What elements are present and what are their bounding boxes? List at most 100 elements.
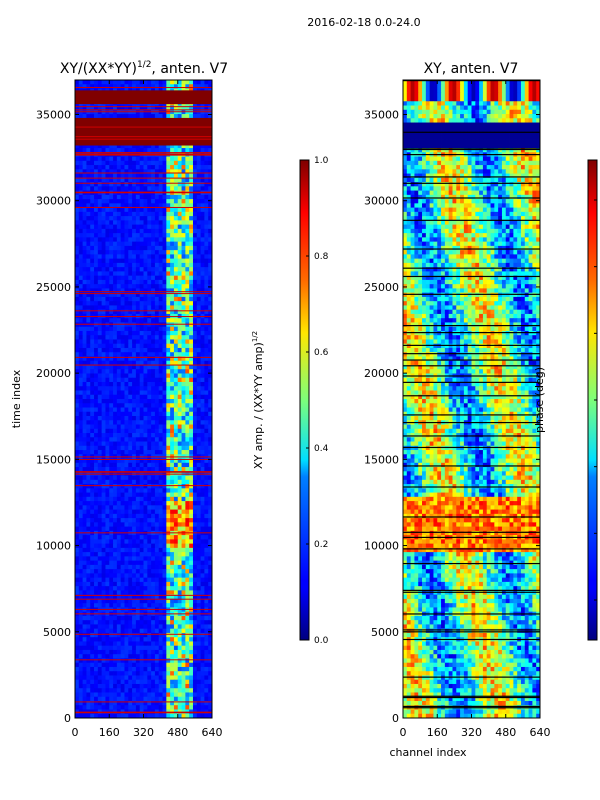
- heatmap-cell: [151, 279, 156, 285]
- heatmap-cell: [109, 182, 114, 187]
- heatmap-cell: [154, 569, 160, 574]
- heatmap-cell: [196, 526, 201, 532]
- heatmap-cell: [132, 624, 137, 630]
- heatmap-cell: [113, 296, 118, 302]
- heatmap-cell: [208, 199, 213, 204]
- heatmap-cell: [86, 322, 91, 328]
- heatmap-cell: [185, 322, 190, 328]
- heatmap-cell: [200, 203, 205, 208]
- heatmap-cell: [170, 662, 175, 668]
- heatmap-cell: [170, 296, 175, 302]
- heatmap-cell: [101, 356, 106, 362]
- heatmap-cell: [162, 381, 167, 387]
- heatmap-cell: [170, 615, 175, 621]
- heatmap-cell: [166, 543, 171, 549]
- heatmap-cell: [135, 296, 141, 302]
- heatmap-cell: [86, 624, 91, 630]
- heatmap-cell: [200, 539, 205, 545]
- heatmap-cell: [101, 467, 106, 472]
- heatmap-cell: [109, 666, 114, 672]
- heatmap-cell: [128, 220, 133, 226]
- heatmap-cell: [147, 552, 152, 557]
- heatmap-cell: [101, 399, 106, 404]
- heatmap-cell: [200, 233, 205, 238]
- heatmap-cell: [166, 505, 171, 510]
- heatmap-cell: [208, 598, 213, 604]
- heatmap-cell: [204, 182, 209, 187]
- heatmap-cell: [94, 356, 99, 362]
- heatmap-cell: [139, 177, 144, 183]
- heatmap-cell: [173, 262, 179, 268]
- heatmap-cell: [208, 182, 213, 187]
- heatmap-cell: [97, 658, 103, 664]
- heatmap-cell: [173, 628, 179, 634]
- heatmap-cell: [135, 262, 141, 268]
- heatmap-cell: [124, 292, 129, 298]
- heatmap-cell: [208, 428, 213, 434]
- heatmap-cell: [192, 475, 198, 481]
- heatmap-cell: [151, 628, 156, 634]
- heatmap-cell: [154, 330, 160, 336]
- heatmap-cell: [97, 603, 103, 608]
- heatmap-cell: [192, 654, 198, 659]
- heatmap-cell: [147, 645, 152, 651]
- heatmap-cell: [132, 428, 137, 434]
- heatmap-cell: [170, 143, 175, 149]
- heatmap-cell: [78, 165, 84, 170]
- heatmap-cell: [116, 564, 122, 570]
- heatmap-cell: [90, 462, 95, 468]
- heatmap-cell: [78, 390, 84, 396]
- heatmap-cell: [105, 369, 110, 374]
- heatmap-cell: [82, 501, 87, 506]
- heatmap-cell: [94, 250, 99, 255]
- heatmap-cell: [204, 573, 209, 579]
- heatmap-cell: [139, 156, 144, 162]
- heatmap-cell: [139, 343, 144, 349]
- heatmap-cell: [94, 649, 99, 655]
- heatmap-cell: [181, 173, 186, 179]
- heatmap-cell: [147, 649, 152, 655]
- heatmap-cell: [105, 543, 110, 549]
- heatmap-cell: [151, 352, 156, 357]
- heatmap-cell: [143, 318, 148, 323]
- heatmap-cell: [208, 186, 213, 191]
- heatmap-cell: [75, 649, 80, 655]
- heatmap-cell: [101, 586, 106, 591]
- heatmap-cell: [151, 594, 156, 600]
- heatmap-cell: [75, 326, 80, 332]
- heatmap-cell: [132, 437, 137, 442]
- heatmap-cell: [189, 169, 194, 174]
- heatmap-cell: [94, 207, 99, 213]
- heatmap-cell: [97, 114, 103, 119]
- heatmap-cell: [97, 284, 103, 289]
- heatmap-cell: [192, 228, 198, 234]
- heatmap-cell: [143, 450, 148, 455]
- heatmap-cell: [90, 80, 95, 85]
- heatmap-cell: [181, 492, 186, 498]
- heatmap-cell: [192, 564, 198, 570]
- heatmap-cell: [151, 207, 156, 213]
- heatmap-cell: [173, 492, 179, 498]
- heatmap-cell: [135, 275, 141, 281]
- heatmap-cell: [151, 326, 156, 332]
- heatmap-cell: [162, 552, 167, 557]
- heatmap-cell: [120, 462, 125, 468]
- heatmap-cell: [154, 360, 160, 366]
- heatmap-cell: [162, 339, 167, 345]
- heatmap-cell: [154, 428, 160, 434]
- heatmap-cell: [154, 590, 160, 596]
- heatmap-cell: [124, 148, 129, 153]
- heatmap-cell: [177, 326, 182, 332]
- heatmap-cell: [105, 666, 110, 672]
- heatmap-cell: [200, 484, 205, 489]
- heatmap-cell: [166, 326, 171, 332]
- heatmap-cell: [113, 173, 118, 179]
- heatmap-cell: [120, 258, 125, 264]
- heatmap-cell: [147, 250, 152, 255]
- heatmap-cell: [124, 216, 129, 221]
- heatmap-cell: [128, 237, 133, 243]
- heatmap-cell: [101, 80, 106, 85]
- heatmap-cell: [105, 182, 110, 187]
- heatmap-cell: [147, 267, 152, 272]
- heatmap-cell: [128, 424, 133, 430]
